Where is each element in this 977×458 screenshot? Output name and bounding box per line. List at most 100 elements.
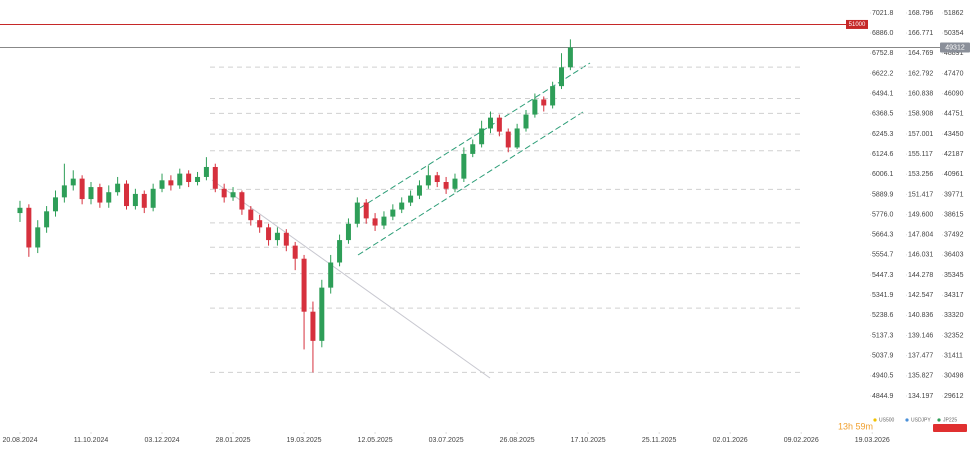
- y-tick-label: 6886.0: [872, 30, 894, 37]
- y-tick-label: 164.769: [908, 50, 933, 57]
- candle-body: [274, 232, 280, 241]
- candle-body: [61, 185, 67, 198]
- y-tick-label: 135.827: [908, 373, 933, 380]
- candle-body: [541, 99, 547, 106]
- y-tick-label: 140.836: [908, 312, 933, 319]
- candle-body: [337, 240, 343, 263]
- y-tick-label: 44751: [944, 111, 964, 118]
- x-tick-label: 28.01.2025: [216, 437, 251, 444]
- candle-body: [523, 114, 529, 129]
- candle-body: [283, 232, 289, 246]
- candle-body: [559, 67, 565, 87]
- x-tick-label: 03.12.2024: [144, 437, 179, 444]
- candle-body: [408, 195, 414, 203]
- x-tick-label: 11.10.2024: [74, 437, 109, 444]
- x-tick-label: 20.08.2024: [2, 437, 37, 444]
- y-tick-label: 35345: [944, 272, 964, 279]
- candle-body: [159, 180, 165, 189]
- status-badge: [933, 424, 967, 432]
- y-tick-label: 155.117: [908, 151, 933, 158]
- y-tick-label: 39771: [944, 191, 964, 198]
- candle-body: [425, 175, 431, 186]
- y-tick-label: 4844.9: [872, 393, 894, 400]
- y-tick-label: 6622.2: [872, 70, 894, 77]
- y-tick-label: 5776.0: [872, 211, 894, 218]
- y-tick-label: 43450: [944, 131, 964, 138]
- candle-body: [248, 209, 254, 221]
- y-tick-label: 5238.6: [872, 312, 894, 319]
- y-tick-label: 157.001: [908, 131, 933, 138]
- candle-body: [496, 117, 502, 132]
- y-tick-label: 47470: [944, 70, 964, 77]
- y-tick-label: 42187: [944, 151, 964, 158]
- y-tick-label: 146.031: [908, 252, 933, 259]
- candle-body: [292, 245, 298, 259]
- y-tick-label: 168.796: [908, 10, 933, 17]
- candle-body: [177, 173, 183, 186]
- y-tick-label: 158.908: [908, 111, 933, 118]
- x-tick-label: 25.11.2025: [642, 437, 677, 444]
- alert-label: 51000: [849, 22, 866, 28]
- candle-body: [115, 183, 121, 193]
- candle-body: [434, 175, 440, 183]
- y-tick-label: 7021.8: [872, 10, 894, 17]
- candle-body: [310, 311, 316, 341]
- candle-body: [461, 153, 467, 179]
- y-tick-label: 36403: [944, 252, 964, 259]
- x-tick-label: 02.01.2026: [713, 437, 748, 444]
- candle-body: [354, 202, 360, 224]
- y-tick-label: 48891: [944, 50, 964, 57]
- channel-lower: [357, 111, 584, 256]
- candle-body: [266, 227, 272, 241]
- channel-upper: [359, 62, 591, 209]
- candle-body: [106, 192, 112, 203]
- y-tick-label: 5554.7: [872, 252, 894, 259]
- y-tick-label: 6752.8: [872, 50, 894, 57]
- y-tick-label: 144.278: [908, 272, 933, 279]
- y-tick-label: 160.838: [908, 90, 933, 97]
- candle-body: [319, 287, 325, 341]
- candle-body: [328, 262, 334, 288]
- legend-label: US500: [879, 417, 895, 423]
- x-tick-label: 26.08.2025: [500, 437, 535, 444]
- candle-body: [168, 180, 174, 186]
- candle-body: [212, 166, 218, 189]
- candle-body: [35, 227, 41, 248]
- x-tick-label: 03.07.2025: [429, 437, 464, 444]
- candle-body: [443, 182, 449, 189]
- candle-body: [79, 178, 85, 200]
- candle-body: [514, 128, 520, 148]
- y-tick-label: 50354: [944, 30, 964, 37]
- y-tick-label: 139.146: [908, 332, 933, 339]
- candle-body: [141, 193, 147, 208]
- candle-body: [399, 202, 405, 210]
- y-tick-label: 40961: [944, 171, 964, 178]
- candle-body: [532, 99, 538, 115]
- candle-body: [221, 188, 227, 198]
- candle-body: [230, 192, 236, 198]
- candle-body: [132, 193, 138, 207]
- alert-label-box: [846, 19, 868, 29]
- candle-body: [550, 86, 556, 106]
- legend-swatch: [905, 418, 909, 422]
- y-tick-label: 6245.3: [872, 131, 894, 138]
- candle-body: [88, 187, 94, 200]
- y-tick-label: 38615: [944, 211, 964, 218]
- y-tick-label: 37492: [944, 232, 964, 239]
- candle-body: [239, 192, 245, 210]
- candle-body: [17, 207, 23, 214]
- candle-body: [567, 47, 573, 68]
- legend-swatch: [873, 418, 877, 422]
- y-tick-label: 30498: [944, 373, 964, 380]
- x-tick-label: 09.02.2026: [784, 437, 819, 444]
- y-tick-label: 5341.9: [872, 292, 894, 299]
- candle-body: [70, 178, 76, 186]
- y-tick-label: 137.477: [908, 353, 933, 360]
- candle-body: [195, 176, 201, 183]
- y-tick-label: 151.417: [908, 191, 933, 198]
- candle-body: [26, 207, 32, 248]
- candle-body: [345, 223, 351, 241]
- y-tick-label: 153.256: [908, 171, 933, 178]
- candle-body: [44, 211, 50, 228]
